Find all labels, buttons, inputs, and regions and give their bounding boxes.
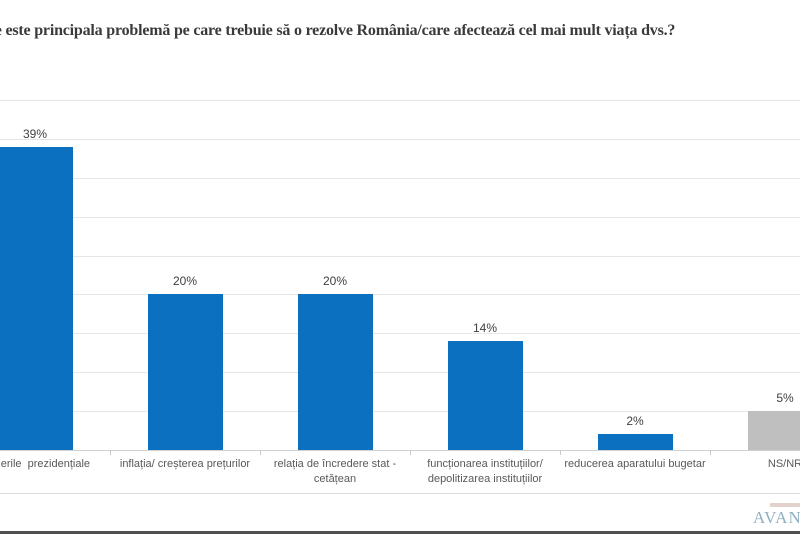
bar — [147, 294, 223, 450]
gridline — [0, 333, 800, 335]
bar — [447, 341, 523, 450]
x-axis-tick — [260, 450, 261, 455]
bar — [297, 294, 373, 450]
bar — [0, 146, 73, 450]
avangarde-logo: AVAN — [753, 508, 800, 527]
gridline — [0, 100, 800, 101]
x-axis-tick — [110, 450, 111, 455]
bar-value-label: 14% — [472, 321, 498, 336]
category-label: relația de încredere stat - cetățean — [273, 458, 400, 485]
bottom-edge-strip — [0, 531, 800, 534]
bar — [597, 434, 673, 450]
x-axis-tick — [560, 450, 561, 455]
x-axis-line — [0, 450, 800, 451]
category-label: reducerea aparatului bugetar — [564, 458, 706, 470]
gridline — [0, 216, 800, 218]
bar — [747, 411, 800, 450]
category-label: NS/NR — [767, 458, 800, 470]
x-axis-tick — [410, 450, 411, 455]
logo-smallprint — [770, 503, 800, 507]
gridline — [0, 372, 800, 374]
bar-value-label: 20% — [322, 274, 348, 289]
category-label: alegerile prezidențiale — [0, 458, 91, 470]
gridline — [0, 177, 800, 179]
bar-value-label: 5% — [776, 391, 794, 406]
bar-value-label: 20% — [172, 274, 198, 289]
chart-title: Care este principala problemă pe care tr… — [0, 22, 676, 39]
gridline — [0, 294, 800, 296]
gridline — [0, 411, 800, 413]
footer-divider — [0, 493, 800, 494]
gridline — [0, 138, 800, 140]
category-label: funcționarea instituțiilor/ depolitizare… — [427, 458, 546, 485]
x-axis-tick — [710, 450, 711, 455]
bar-value-label: 39% — [22, 126, 48, 141]
category-label: inflația/ creșterea prețurilor — [119, 458, 251, 470]
gridline — [0, 255, 800, 257]
bar-value-label: 2% — [626, 414, 644, 429]
